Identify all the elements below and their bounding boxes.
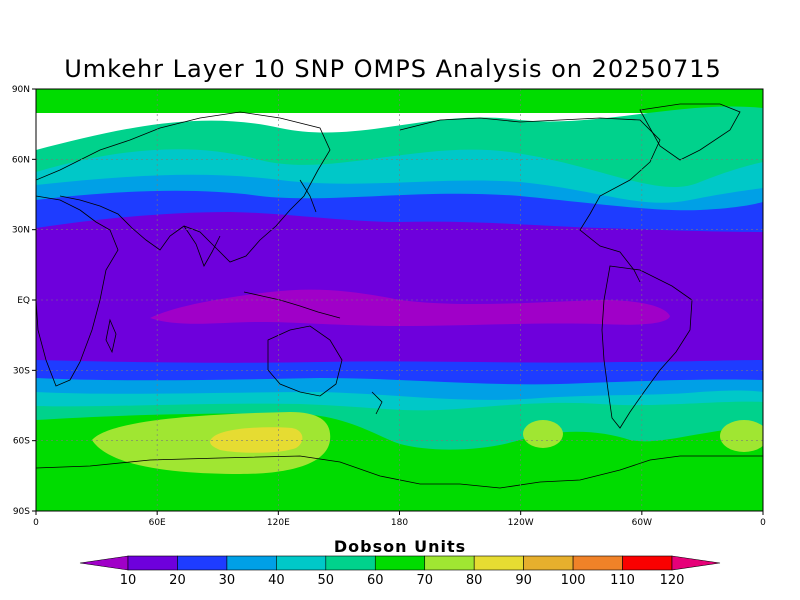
colorbar-label: 70 (416, 573, 433, 588)
colorbar-swatch (374, 555, 426, 571)
chart-title: Umkehr Layer 10 SNP OMPS Analysis on 202… (64, 55, 722, 83)
coast-africa (36, 195, 119, 387)
colorbar-swatch (226, 555, 277, 571)
coast-indonesia (243, 291, 341, 319)
colorbar-swatch (671, 555, 721, 571)
lon-tick-label: 60W (632, 518, 652, 528)
cell-south-pacific-80-90 (523, 420, 563, 448)
colorbar-swatch (473, 555, 524, 571)
colorbar-label: 50 (318, 573, 335, 588)
colorbar: 10 20 30 40 50 60 70 80 90 100 110 120 (79, 555, 721, 588)
colorbar-swatch (177, 555, 228, 571)
coastlines (36, 103, 763, 489)
lat-tick-label: 30S (13, 366, 30, 376)
coast-australia (267, 325, 343, 397)
colorbar-label: 120 (660, 573, 685, 588)
colorbar-label: 60 (367, 573, 384, 588)
coast-antarctica (36, 455, 763, 489)
cell-south-atlantic-80-90 (720, 420, 763, 452)
colorbar-swatch (276, 555, 327, 571)
lat-tick-label: 90S (13, 507, 30, 517)
colorbar-swatch (424, 555, 475, 571)
colorbar-swatch (127, 555, 178, 571)
coast-north-america (399, 117, 661, 283)
graticule (36, 89, 763, 511)
lon-tick-label: 0 (33, 518, 39, 528)
coast-india (183, 225, 221, 267)
colorbar-label: 10 (120, 573, 137, 588)
colorbar-swatch (523, 555, 574, 571)
colorbar-swatch (325, 555, 376, 571)
colorbar-swatch (622, 555, 673, 571)
lat-axis: 90N 60N 30N EQ 30S 60S 90S (12, 85, 36, 517)
colorbar-label: 100 (561, 573, 586, 588)
lat-tick-label: 60N (12, 155, 30, 165)
colorbar-label: 80 (466, 573, 483, 588)
colorbar-swatch (572, 555, 623, 571)
coast-eurasia (36, 111, 331, 263)
lon-tick-label: 60E (149, 518, 166, 528)
coast-greenland (639, 103, 741, 161)
lat-tick-label: 30N (12, 226, 30, 236)
coast-madagascar (105, 318, 117, 354)
coast-new-zealand (371, 391, 383, 415)
colorbar-title: Dobson Units (334, 537, 466, 556)
lon-tick-label: 120W (508, 518, 534, 528)
colorbar-label: 20 (169, 573, 186, 588)
lat-tick-label: 60S (13, 437, 30, 447)
lat-tick-label: EQ (17, 296, 30, 306)
colorbar-label: 40 (268, 573, 285, 588)
cell-south-indian-90-100 (210, 427, 303, 453)
lat-tick-label: 90N (12, 85, 30, 95)
coast-japan (299, 179, 317, 213)
colorbar-label: 110 (610, 573, 635, 588)
lon-tick-label: 180 (391, 518, 408, 528)
lon-axis: 0 60E 120E 180 120W 60W 0 (33, 511, 766, 528)
band-equatorial-minimum (150, 289, 670, 326)
colorbar-label: 90 (515, 573, 532, 588)
lon-tick-label: 0 (760, 518, 766, 528)
lon-tick-label: 120E (267, 518, 290, 528)
colorbar-label: 30 (219, 573, 236, 588)
colorbar-swatch (79, 555, 129, 571)
coast-south-america (601, 265, 693, 429)
